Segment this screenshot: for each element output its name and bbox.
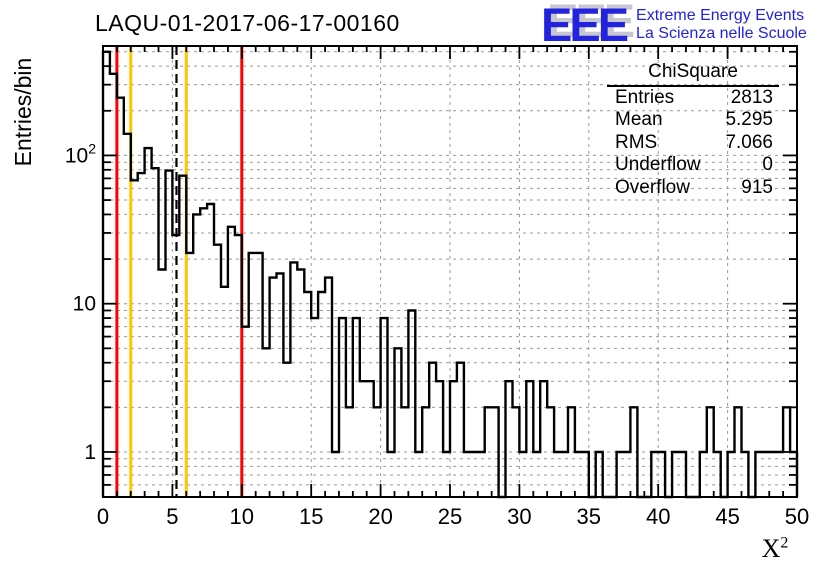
- stat-value: 0: [762, 154, 773, 176]
- stats-box: ChiSquare Entries 2813 Mean 5.295 RMS 7.…: [607, 61, 779, 199]
- x-tick-label: 30: [507, 504, 531, 529]
- eee-logo-acronym: EEE: [541, 0, 629, 51]
- x-axis-title-exponent: 2: [780, 534, 789, 552]
- stats-row-mean: Mean 5.295: [607, 109, 779, 131]
- y-axis-title: Entries/bin: [10, 57, 36, 167]
- x-tick-label: 20: [368, 504, 392, 529]
- stat-value: 2813: [730, 87, 773, 108]
- stat-label: RMS: [615, 131, 658, 153]
- y-tick-label: 102: [65, 140, 96, 167]
- histogram-line: [101, 50, 799, 499]
- x-tick-label: 15: [299, 504, 323, 529]
- y-tick-label: 1: [84, 441, 96, 464]
- x-tick-label: 50: [785, 504, 809, 529]
- x-axis-title-base: X: [761, 534, 781, 563]
- x-tick-label: 35: [577, 504, 601, 529]
- stat-value: 7.066: [725, 131, 773, 153]
- stats-row-rms: RMS 7.066: [607, 132, 779, 154]
- eee-logo-line1: Extreme Energy Events: [636, 7, 805, 24]
- y-tick-label: 10: [73, 293, 96, 316]
- plot-title: LAQU-01-2017-06-17-00160: [95, 10, 400, 36]
- x-tick-label: 45: [715, 504, 739, 529]
- stat-value: 915: [741, 176, 773, 198]
- stat-label: Mean: [615, 109, 663, 131]
- stats-row-entries: Entries 2813: [607, 87, 779, 109]
- stats-row-overflow: Overflow 915: [607, 177, 779, 199]
- x-tick-label: 40: [646, 504, 670, 529]
- stat-value: 5.295: [725, 109, 773, 131]
- eee-logo-line2: La Scienza nelle Scuole: [636, 25, 807, 42]
- eee-logo-text: Extreme Energy Events La Scienza nelle S…: [636, 7, 807, 43]
- stats-row-underflow: Underflow 0: [607, 154, 779, 176]
- stat-label: Underflow: [615, 154, 701, 176]
- x-tick-label: 25: [438, 504, 462, 529]
- stat-label: Overflow: [615, 176, 690, 198]
- stat-label: Entries: [615, 87, 675, 108]
- x-tick-label: 0: [97, 504, 109, 529]
- stats-box-title: ChiSquare: [607, 61, 779, 87]
- eee-logo: EEE Extreme Energy Events La Scienza nel…: [541, 0, 807, 51]
- x-tick-label: 5: [166, 504, 178, 529]
- x-axis-title: X2: [740, 534, 810, 564]
- x-tick-label: 10: [230, 504, 254, 529]
